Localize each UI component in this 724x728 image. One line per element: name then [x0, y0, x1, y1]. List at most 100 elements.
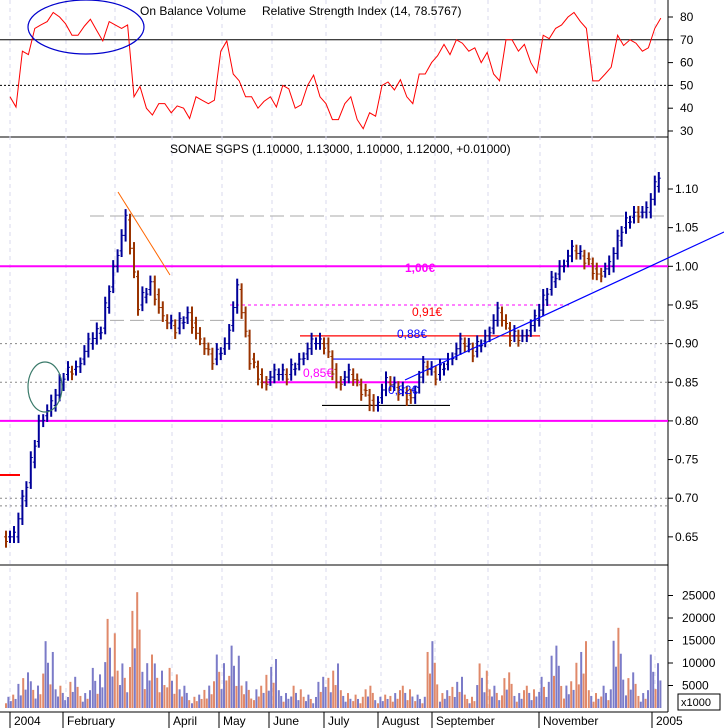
volume-bar: [354, 694, 357, 708]
volume-bar: [572, 689, 575, 708]
volume-bar: [379, 696, 382, 708]
volume-bar: [520, 698, 523, 708]
price-tick-label: 1.00: [675, 259, 699, 273]
volume-bar: [565, 685, 568, 708]
volume-bar: [501, 695, 503, 708]
volume-bar: [156, 677, 159, 708]
price-tick-label: 0.90: [675, 337, 699, 351]
volume-unit: x1000: [681, 697, 711, 709]
volume-bar: [411, 696, 414, 708]
volume-bar: [81, 701, 84, 708]
volume-bar: [391, 701, 394, 708]
volume-bar: [381, 701, 384, 708]
volume-tick-label: 25000: [682, 589, 716, 603]
volume-bar: [5, 703, 7, 708]
volume-bar: [602, 685, 605, 708]
volume-bar: [493, 685, 496, 708]
volume-bar: [39, 694, 42, 708]
x-tick-label: May: [223, 714, 246, 728]
volume-bar: [168, 667, 171, 708]
volume-bar: [481, 677, 483, 708]
volume-bar: [119, 685, 121, 708]
volume-bar: [109, 647, 111, 708]
volume-bar: [615, 666, 617, 708]
highlight-circle: [27, 361, 63, 413]
volume-bar: [27, 672, 29, 708]
volume-bar: [280, 695, 283, 708]
volume-bar: [503, 678, 506, 708]
volume-bar: [215, 654, 218, 708]
volume-bar: [394, 693, 397, 708]
volume-bar: [347, 693, 349, 708]
volume-bar: [49, 684, 52, 708]
volume-bar: [652, 671, 655, 708]
volume-bar: [466, 698, 469, 708]
volume-bar: [659, 680, 662, 708]
volume-bar: [334, 685, 337, 708]
price-annotation: 0,91€: [412, 305, 442, 319]
volume-bar: [138, 629, 141, 708]
volume-bar: [389, 695, 392, 708]
volume-bar: [42, 673, 45, 708]
volume-bar: [458, 691, 461, 708]
volume-bar: [71, 691, 74, 708]
volume-bar: [193, 696, 196, 708]
volume-bar: [414, 701, 417, 708]
volume-bar: [305, 701, 307, 708]
volume-bar: [101, 687, 104, 708]
price-annotation: 0,85€: [303, 366, 333, 380]
volume-bar: [468, 703, 471, 708]
volume-bar: [12, 694, 15, 708]
volume-bar: [195, 701, 198, 708]
volume-bar: [230, 645, 233, 708]
volume-bar: [647, 690, 649, 708]
volume-bar: [357, 698, 359, 708]
volume-bar: [79, 695, 82, 708]
volume-bar: [436, 684, 439, 708]
rsi-tick-label: 70: [680, 33, 694, 47]
volume-bar: [94, 680, 97, 708]
volume-bar: [322, 676, 325, 708]
volume-bar: [359, 703, 362, 708]
volume-bar: [448, 695, 451, 708]
volume-bar: [255, 689, 258, 708]
volume-bar: [54, 689, 57, 708]
volume-bar: [570, 681, 573, 708]
volume-bar: [76, 686, 79, 708]
volume-bar: [491, 696, 493, 708]
x-tick-label: September: [436, 714, 495, 728]
volume-bar: [550, 655, 553, 708]
volume-bar: [17, 683, 20, 708]
volume-bar: [74, 676, 77, 708]
volume-bar: [443, 698, 446, 708]
volume-bar: [151, 654, 153, 708]
volume-bar: [91, 667, 94, 708]
volume-bar: [563, 698, 565, 708]
volume-bar: [327, 677, 330, 708]
volume-bar: [34, 698, 37, 708]
volume-bar: [399, 690, 401, 708]
volume-bar: [69, 681, 72, 708]
highlight-ellipse: [27, 0, 145, 55]
volume-bar: [14, 698, 17, 708]
volume-bar: [175, 674, 178, 708]
volume-bar: [183, 685, 186, 708]
volume-bar: [228, 675, 231, 708]
price-annotation: 0,82€: [388, 383, 418, 397]
x-tick-label: 2004: [14, 714, 41, 728]
volume-bar: [146, 663, 149, 708]
volume-bar: [253, 700, 255, 708]
volume-bar: [133, 648, 136, 708]
volume-bar: [505, 689, 508, 708]
volume-bar: [247, 689, 250, 708]
price-tick-label: 0.70: [675, 491, 699, 505]
volume-bar: [367, 696, 369, 708]
volume-bar: [163, 685, 166, 708]
volume-bar: [607, 700, 610, 708]
volume-bar: [547, 681, 550, 708]
volume-bar: [575, 662, 578, 708]
volume-bar: [111, 676, 114, 708]
volume-bar: [260, 685, 263, 708]
volume-bar: [275, 658, 277, 708]
